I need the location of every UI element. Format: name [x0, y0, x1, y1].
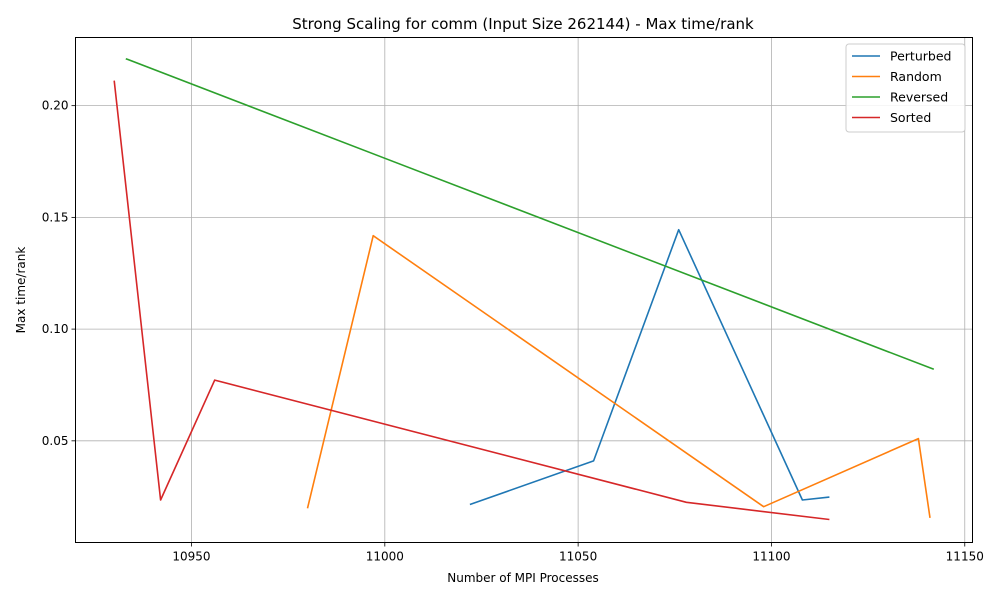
legend: Perturbed Random Reversed Sorted [845, 43, 966, 133]
legend-box [845, 43, 966, 133]
x-tick-label: 11100 [752, 550, 790, 564]
series-line-perturbed [469, 228, 830, 506]
y-axis-label: Max time/rank [14, 247, 28, 334]
series-line-reversed [125, 57, 935, 371]
y-axis: 0.05 0.10 0.15 0.20 [42, 99, 76, 448]
series-line-random [306, 234, 931, 519]
grid [75, 37, 973, 543]
series-line-sorted [113, 80, 830, 521]
legend-label: Perturbed [890, 49, 951, 64]
plot-frame [75, 37, 973, 543]
x-tick-label: 11050 [559, 550, 597, 564]
chart-title: Strong Scaling for comm (Input Size 2621… [292, 15, 754, 33]
x-axis-label: Number of MPI Processes [447, 571, 599, 585]
x-tick-label: 10950 [172, 550, 210, 564]
y-tick-label: 0.15 [42, 210, 69, 224]
series-layer [113, 57, 935, 521]
legend-label: Reversed [890, 90, 948, 105]
y-tick-label: 0.10 [42, 322, 69, 336]
y-tick-label: 0.05 [42, 434, 69, 448]
x-axis: 10950 11000 11050 11100 11150 [172, 542, 984, 564]
x-tick-label: 11000 [366, 550, 404, 564]
x-tick-label: 11150 [946, 550, 984, 564]
legend-label: Sorted [890, 110, 931, 125]
legend-label: Random [890, 69, 942, 84]
y-tick-label: 0.20 [42, 99, 69, 113]
